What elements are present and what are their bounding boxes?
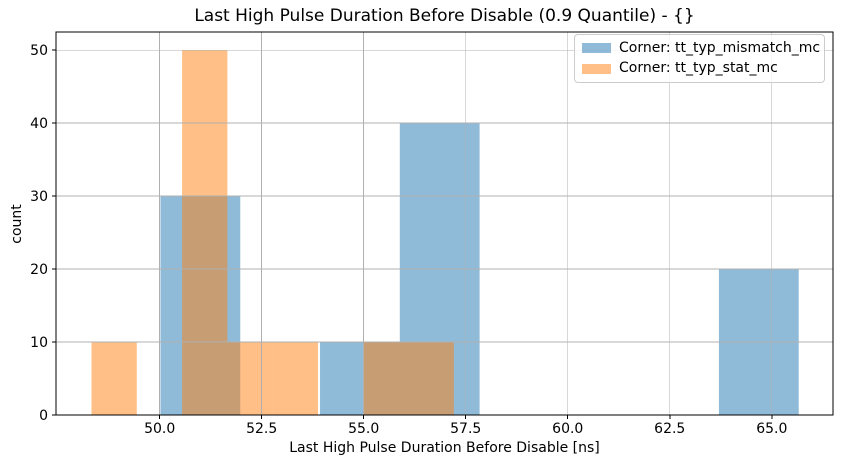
y-tick-label: 50 [30, 43, 48, 59]
histogram-bar [363, 342, 409, 415]
x-tick-label: 52.5 [246, 421, 277, 437]
legend-label: Corner: tt_typ_mismatch_mc [619, 39, 821, 56]
legend-entry: Corner: tt_typ_mismatch_mc [582, 39, 820, 58]
x-tick-label: 60.0 [552, 421, 583, 437]
legend-label: Corner: tt_typ_stat_mc [619, 60, 778, 77]
x-tick-label: 50.0 [144, 421, 175, 437]
x-axis-label: Last High Pulse Duration Before Disable … [289, 440, 600, 456]
legend-swatch-stat-mc [582, 63, 611, 74]
y-tick-label: 30 [30, 189, 48, 205]
legend-swatch-mismatch-mc [582, 43, 611, 54]
x-tick-label: 57.5 [450, 421, 481, 437]
legend: Corner: tt_typ_mismatch_mc Corner: tt_ty… [574, 34, 825, 83]
legend-entry: Corner: tt_typ_stat_mc [582, 60, 816, 79]
x-tick-label: 55.0 [348, 421, 379, 437]
y-axis-label: count [9, 204, 25, 244]
y-tick-label: 40 [30, 116, 48, 132]
y-tick-label: 10 [30, 335, 48, 351]
histogram-bar [408, 342, 454, 415]
histogram-bar [91, 342, 137, 415]
chart-title: Last High Pulse Duration Before Disable … [194, 6, 695, 26]
histogram-bar [182, 50, 228, 415]
x-tick-label: 65.0 [756, 421, 787, 437]
x-tick-label: 62.5 [654, 421, 685, 437]
y-tick-label: 0 [39, 408, 48, 424]
axes-spines [55, 31, 834, 416]
histogram-bar [272, 342, 318, 415]
histogram-bar [227, 342, 273, 415]
y-tick-label: 20 [30, 262, 48, 278]
